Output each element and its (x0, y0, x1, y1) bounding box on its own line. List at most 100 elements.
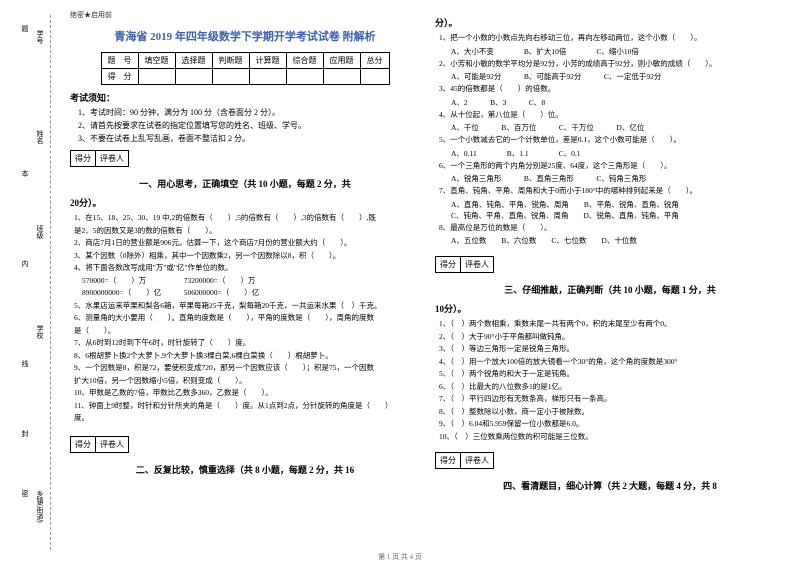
q: 度。 (74, 413, 420, 424)
cell: 综合题 (286, 53, 323, 69)
eval-row: 得分 评卷人 (70, 146, 420, 171)
eval-row: 得分 评卷人 (70, 432, 420, 457)
exam-title: 青海省 2019 年四年级数学下学期开学考试试卷 附解析 (70, 28, 420, 44)
section4-title: 四、看清题目，细心计算（共 2 大题，每题 4 分，共 8 (435, 479, 785, 492)
notice-item: 1、考试时间：90 分钟，满分为 100 分（含卷面分 2 分）。 (78, 107, 420, 118)
q: 8、（ ）整数除以小数，商一定小于被除数。 (439, 407, 785, 418)
opt: A、0.11 B、1.1 C、0.1 (451, 148, 785, 159)
eval-row: 得分 评卷人 (435, 448, 785, 473)
cell (360, 69, 389, 85)
q: 2、商店7月1日的营业额是906元。估算一下，这个商店7月份的营业额大约（ ）。 (74, 238, 420, 249)
q: 10、甲数是乙数的7倍，甲数比乙数多360，乙数是（ ）。 (74, 388, 420, 399)
q: 扩大10倍，另一个因数缩小5倍，积则变成（ ）。 (74, 376, 420, 387)
cell: 得 分 (101, 69, 138, 85)
q: 10、（ ）三位数乘两位数的积可能是三位数。 (439, 432, 785, 443)
q: 11、钟面上9时整，时针和分针所夹的角是（ ）度。从1点到2点，分针旋转的角度是… (74, 401, 420, 412)
cell: 题 号 (101, 53, 138, 69)
section2-title: 二、反复比较，慎重选择（共 8 小题，每题 2 分，共 16 (70, 463, 420, 476)
side-label-banji: 班级 (35, 225, 45, 239)
reviewer-box: 评卷人 (95, 150, 129, 167)
q: 1、（ ）两个数相乘，乘数末尾一共有两个0，积的末尾至少有两个0。 (439, 319, 785, 330)
table-row: 得 分 (101, 69, 389, 85)
cell: 选择题 (175, 53, 212, 69)
q: 7、（ ）平行四边形有无数条高，梯形只有一条高。 (439, 394, 785, 405)
q: 7、直角、钝角、平角、周角和大于0而小于180°中的哪种排列起来是（ ）。 (439, 186, 785, 197)
table-row: 题 号 填空题 选择题 判断题 计算题 综合题 应用题 总分 (101, 53, 389, 69)
cell (175, 69, 212, 85)
opt: A、五位数 B、六位数 C、七位数 D、十位数 (451, 235, 785, 246)
q: 3、某个因数（0除外）相乘，其中一个因数乘2，另一个因数除以8，积（ ）。 (74, 251, 420, 262)
opt: C、钝角、平角、直角、锐角、周角 D、锐角、直角、钝角、平角 (451, 210, 785, 221)
q: 5、水果店运来苹果和梨各6箱，苹果每箱25千克，梨每箱20千克，一共运来水果（ … (74, 301, 420, 312)
q: 5、（ ）两个锐角的和大于一定是钝角。 (439, 369, 785, 380)
cell (286, 69, 323, 85)
section3-cont: 10分）。 (435, 302, 785, 315)
q: 4、（ ）用一个放大100倍的放大镜看一个30°的角，这个角的度数是300° (439, 357, 785, 368)
side-line-3: 线 (20, 360, 30, 367)
notice-item: 2、请首先按要求在试卷的指定位置填写您的姓名、班级、学号。 (78, 120, 420, 131)
score-box: 得分 (435, 452, 460, 469)
opt: A、千位 B、百万位 C、千万位 D、亿位 (451, 122, 785, 133)
q: 6、（ ）比最大的八位数多1的是1亿。 (439, 382, 785, 393)
q: 4、将下面各数改写成用"万"或"亿"作单位的数。 (74, 263, 420, 274)
q: 2、（ ）大于90°小于平角都叫做钝角。 (439, 332, 785, 343)
opt: A、大小不变 B、扩大10倍 C、缩小10倍 (451, 46, 785, 57)
confidential-text: 绝密★启用前 (70, 10, 420, 20)
side-line-1: 本 (20, 170, 30, 177)
side-line-0: 题 (20, 25, 30, 32)
cell: 判断题 (212, 53, 249, 69)
section1-cont: 20分）。 (70, 196, 420, 209)
q: 5、一个小数减去它的一个计数单位，差是0.1，这个小数可能是（ ）。 (439, 135, 785, 146)
cell: 填空题 (138, 53, 175, 69)
side-line-4: 封 (20, 430, 30, 437)
q: 8、6根胡萝卜换2个大萝卜,9个大萝卜换3棵白菜,6棵白菜换（ ）根胡萝卜。 (74, 351, 420, 362)
score-box: 得分 (70, 150, 95, 167)
q: 4、从十位起，第八位是（ ）位。 (439, 110, 785, 121)
dashed-line (50, 15, 51, 550)
notice-item: 3、不要在试卷上乱写乱画，卷面不整洁扣 2 分。 (78, 133, 420, 144)
q: 3、45的倍数都是（ ）的倍数。 (439, 84, 785, 95)
side-label-xingming: 姓名 (35, 130, 45, 144)
cell: 应用题 (323, 53, 360, 69)
score-box: 得分 (435, 256, 460, 273)
q: 9、一个因数是8，积是72，要使积变成720，那另一个因数应该（ ）；积是75，… (74, 363, 420, 374)
q: 8、最高位是万位的数是（ ）。 (439, 223, 785, 234)
q: 7、从6时到12时到下午6时，时针旋转了（ ）度。 (74, 338, 420, 349)
opt: A、锐角三角形 B、直角三角形 C、钝角三角形 (451, 173, 785, 184)
opt: A、直角、钝角、平角、锐角、周角 B、平角、锐角、直角、锐角 (451, 199, 785, 210)
opt: A、可能是92分 B、可能高于92分 C、一定低于92分 (451, 71, 785, 82)
cell (212, 69, 249, 85)
side-label-xiangzhen: 乡镇(街道) (35, 490, 45, 523)
score-table: 题 号 填空题 选择题 判断题 计算题 综合题 应用题 总分 得 分 (101, 52, 390, 85)
score-box: 得分 (70, 436, 95, 453)
q: 1、把一个小数的小数点先向右移动三位，再向左移动两位，这个小数（ ）。 (439, 33, 785, 44)
q: 2、小芳和小敏的数学平均分是92分，小芳的成绩高于92分，则小敏的成绩（ ）。 (439, 59, 785, 70)
cell (138, 69, 175, 85)
q: 是2、5的因数又是3的数的倍数有（ ）。 (74, 226, 420, 237)
cell: 总分 (360, 53, 389, 69)
q: 3、（ ）等边三角形一定是锐角三角形。 (439, 344, 785, 355)
side-label-xuexiao: 学校 (35, 325, 45, 339)
section1-title: 一、用心思考，正确填空（共 10 小题，每题 2 分，共 (70, 177, 420, 190)
eval-row: 得分 评卷人 (435, 252, 785, 277)
section2-cont: 分）。 (435, 16, 785, 29)
side-label-xuehao: 学号 (35, 30, 45, 44)
side-line-5: 密 (20, 490, 30, 497)
q: 1、在15、18、25、30、19 中,2的倍数有（ ）,5的倍数有（ ）,3的… (74, 213, 420, 224)
opt: A、2 B、3 C、8 (451, 97, 785, 108)
page-footer: 第 1 页 共 4 页 (0, 552, 800, 562)
q: 6、测量角的大小要用（ ）。直角的度数是（ ），平角的度数是（ ），周角的度数 (74, 313, 420, 324)
notice-title: 考试须知： (70, 91, 420, 104)
q: 6、一个三角形的两个内角分别是25度、64度，这个三角形是（ ）。 (439, 161, 785, 172)
cell (249, 69, 286, 85)
q: 9、（ ）6.04和5.959保留一位小数都是6.0。 (439, 419, 785, 430)
reviewer-box: 评卷人 (95, 436, 129, 453)
q: 570000=（ ）万 73200000=（ ）万 (82, 276, 420, 287)
q: 是（ ）。 (74, 326, 420, 337)
reviewer-box: 评卷人 (460, 452, 494, 469)
section3-title: 三、仔细推敲，正确判断（共 10 小题，每题 1 分，共 (435, 283, 785, 296)
cell: 计算题 (249, 53, 286, 69)
reviewer-box: 评卷人 (460, 256, 494, 273)
cell (323, 69, 360, 85)
q: 8900000000=（ ）亿 506000000=（ ）亿 (82, 288, 420, 299)
